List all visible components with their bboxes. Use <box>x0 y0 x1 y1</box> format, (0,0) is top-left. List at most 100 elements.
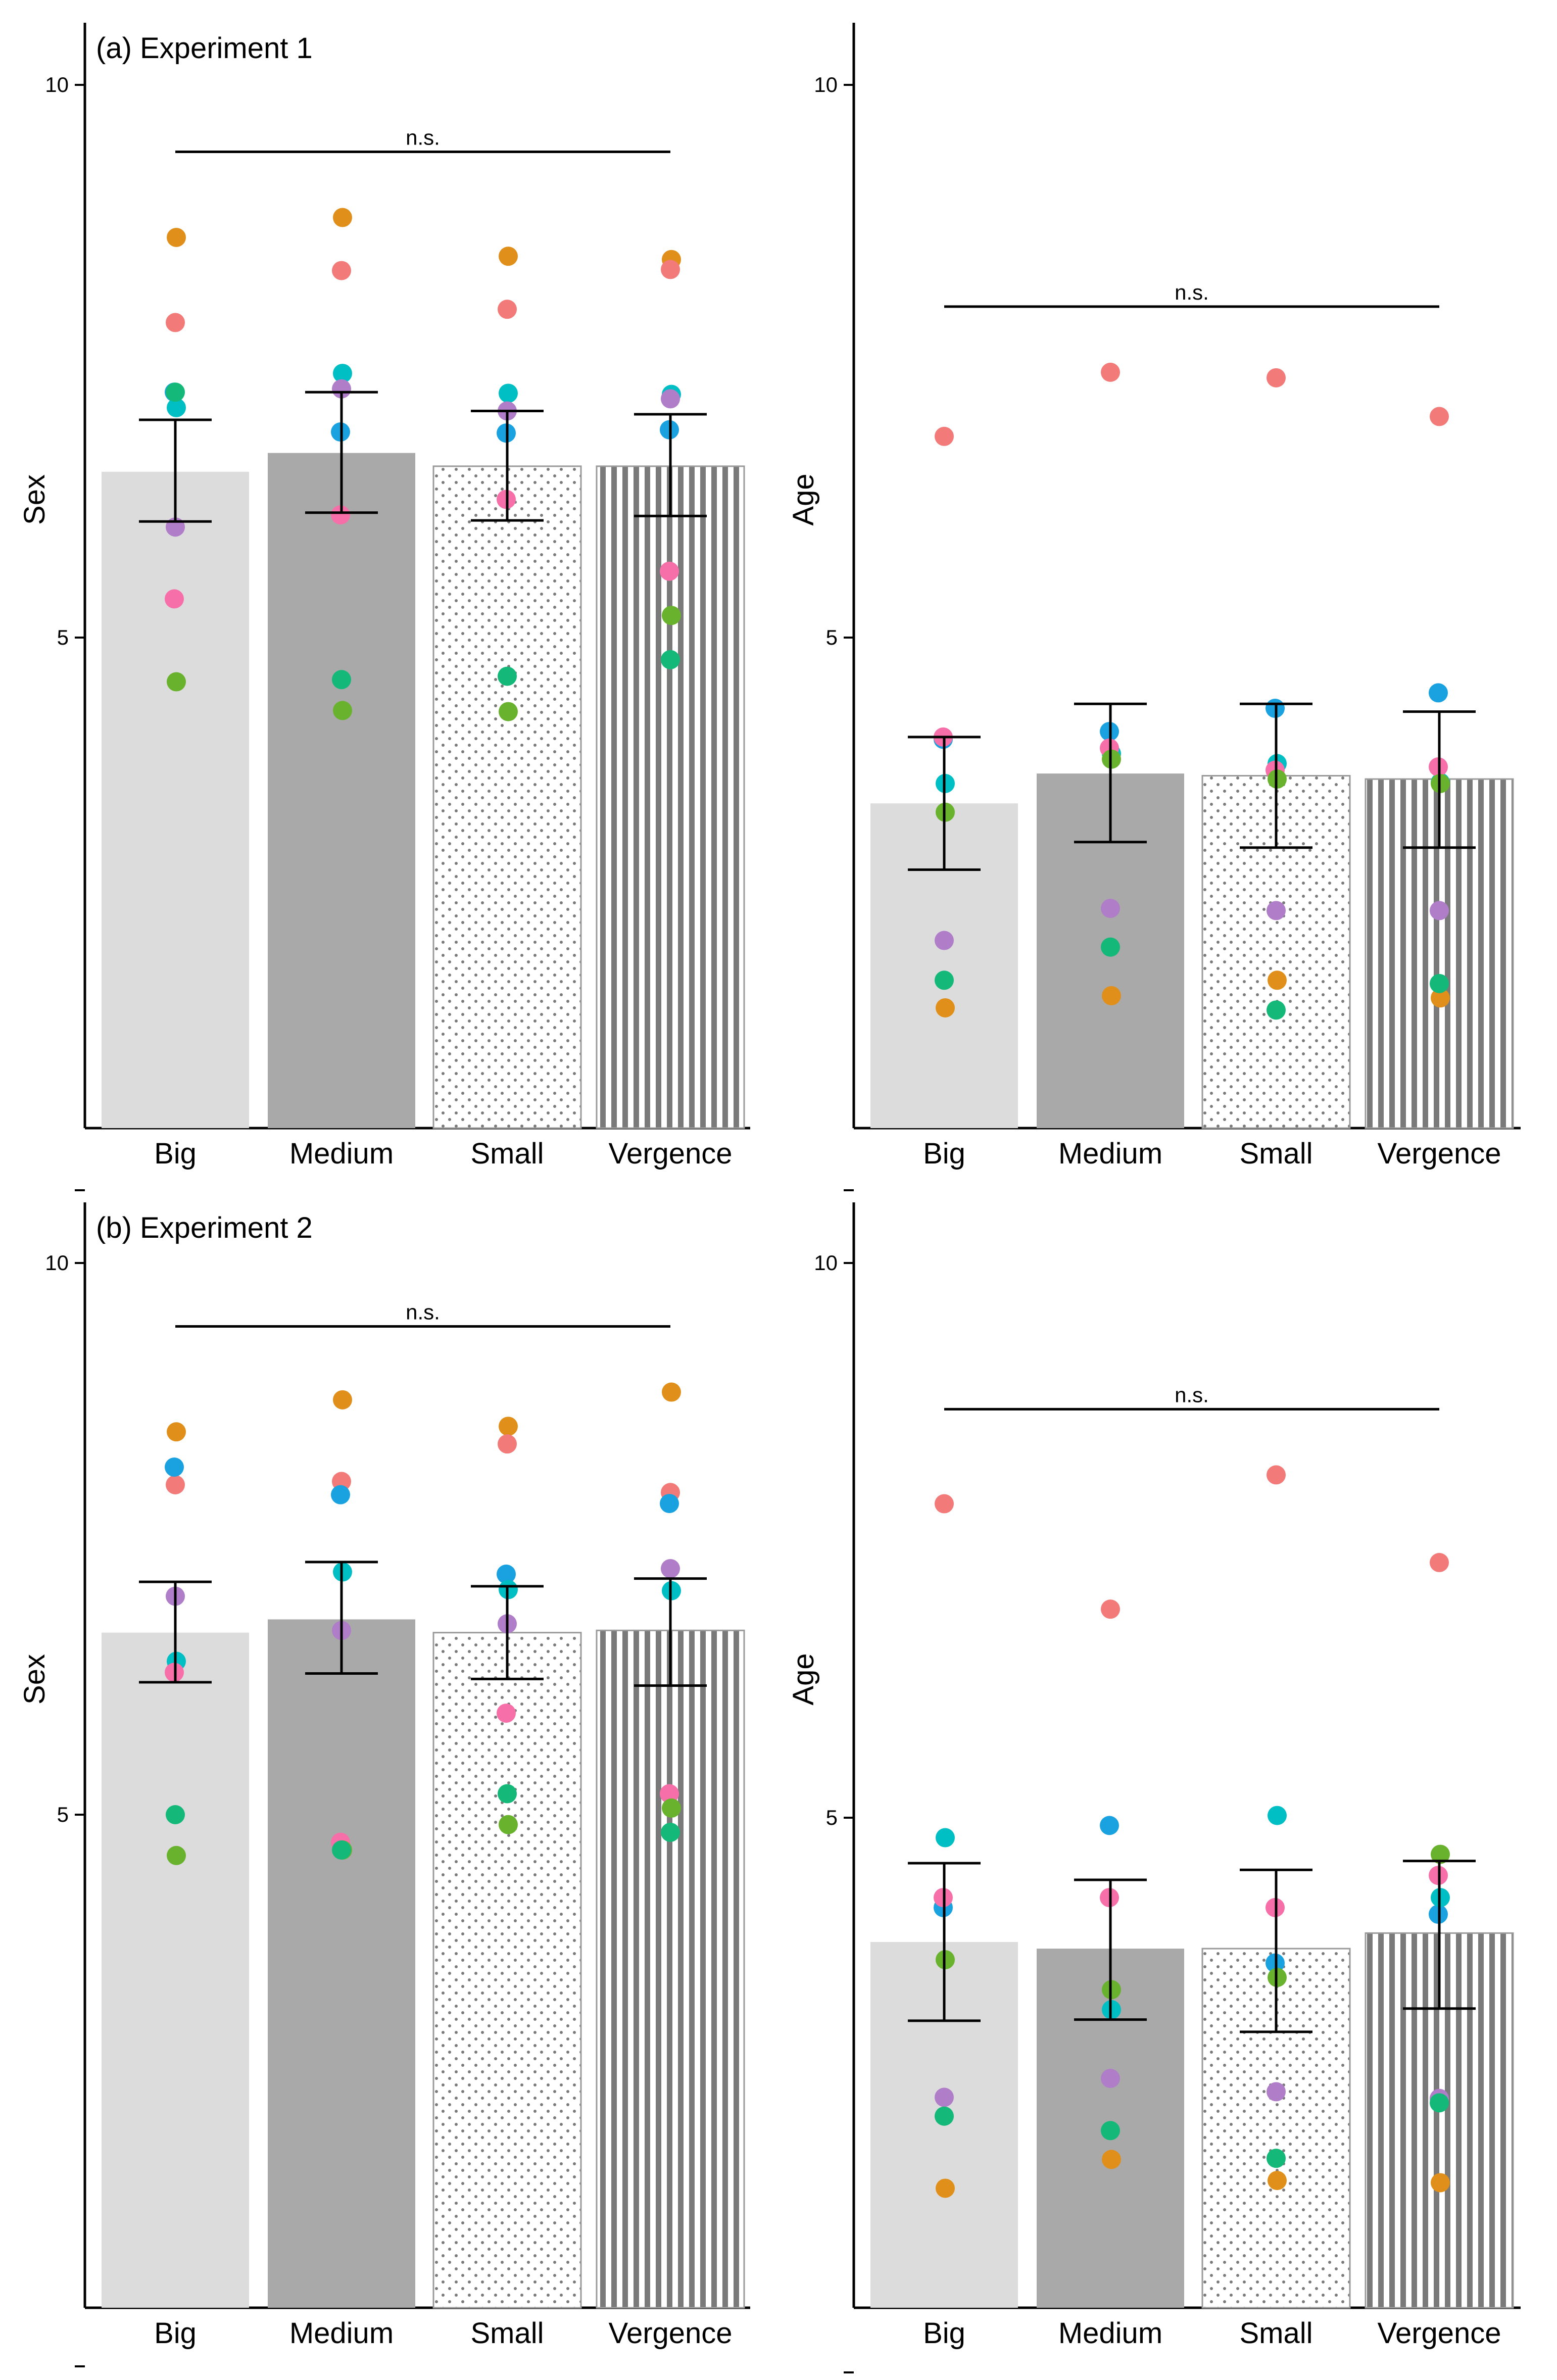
x-tick-label: Medium <box>289 1137 394 1170</box>
data-point <box>1267 1000 1286 1020</box>
x-tick-label: Medium <box>1058 2317 1162 2350</box>
data-point <box>332 1840 351 1860</box>
data-point <box>1101 2121 1120 2141</box>
data-point <box>1430 901 1449 920</box>
data-point <box>498 300 517 319</box>
y-tick-label: 10 <box>45 1251 69 1275</box>
data-point <box>333 701 352 720</box>
data-point <box>661 1822 680 1842</box>
y-axis-label: Sex <box>18 1654 51 1705</box>
x-tick-label: Small <box>1239 2317 1312 2350</box>
data-point <box>936 998 955 1017</box>
bar-vergence <box>596 1629 745 2309</box>
x-tick-label: Medium <box>289 2317 394 2350</box>
y-tick-label: 10 <box>814 1251 838 1275</box>
data-point <box>661 260 680 279</box>
data-point <box>166 382 185 402</box>
x-tick-label: Big <box>923 2317 965 2350</box>
data-point <box>333 208 352 227</box>
data-point <box>935 931 954 950</box>
x-tick-label: Vergence <box>1377 1137 1501 1170</box>
y-tick-label: 5 <box>57 625 69 649</box>
data-point <box>660 1494 679 1514</box>
data-point <box>1102 2150 1121 2169</box>
x-tick-label: Small <box>470 2317 544 2350</box>
data-point <box>498 1784 517 1804</box>
data-point <box>167 1845 186 1865</box>
bar-small <box>432 465 582 1129</box>
data-point <box>1101 937 1120 957</box>
data-point <box>166 313 185 332</box>
data-point <box>1430 974 1449 993</box>
data-point <box>332 261 351 280</box>
bar-small <box>432 1632 582 2309</box>
data-point <box>662 1798 681 1818</box>
data-point <box>1430 2093 1449 2113</box>
data-point <box>1429 683 1448 703</box>
data-point <box>332 379 351 399</box>
data-point <box>1100 1816 1119 1835</box>
data-point <box>331 505 350 525</box>
panel-label: (b) Experiment 2 <box>96 1211 313 1244</box>
data-point <box>1101 899 1120 918</box>
data-point <box>1267 368 1286 387</box>
data-point <box>499 702 518 721</box>
y-tick-label: 5 <box>57 1803 69 1826</box>
data-point <box>1267 2149 1286 2168</box>
data-point <box>1268 970 1287 990</box>
data-point <box>935 426 954 446</box>
data-point <box>661 389 680 409</box>
data-point <box>935 2106 954 2126</box>
panel-b-sex: 10 5 Sex (b) Experiment 2 Big Medium Small Verg… <box>18 1202 750 2367</box>
data-point <box>1102 986 1121 1005</box>
y-tick-label: 10 <box>45 73 69 96</box>
data-point <box>660 1784 679 1804</box>
data-point <box>1268 1806 1287 1825</box>
data-point <box>165 589 184 609</box>
y-axis-label: Sex <box>18 474 51 525</box>
significance-label: n.s. <box>406 126 440 150</box>
data-point <box>331 1485 350 1504</box>
data-point <box>1268 2171 1287 2191</box>
data-point <box>498 1434 517 1454</box>
data-point <box>497 1704 516 1723</box>
panel-b-age: 10 5 Age Big Medium Small Vergence n.s. <box>787 1202 1521 2373</box>
data-point <box>499 1815 518 1834</box>
x-tick-label: Vergence <box>608 1137 732 1170</box>
bar-medium <box>268 453 415 1128</box>
y-tick-label: 10 <box>814 73 838 96</box>
data-point <box>935 970 954 990</box>
data-point <box>1267 901 1286 920</box>
panel-a-age: 10 5 Age Big Medium Small Vergence n.s. <box>787 23 1521 1191</box>
data-point <box>333 364 352 383</box>
data-point <box>661 650 680 669</box>
data-point <box>497 1564 516 1584</box>
data-point <box>165 1458 184 1477</box>
data-point <box>333 1390 352 1410</box>
y-tick-label: 5 <box>826 1806 838 1829</box>
data-point <box>662 606 681 625</box>
data-point <box>167 398 186 417</box>
data-point <box>167 1422 186 1442</box>
data-point <box>935 1494 954 1514</box>
data-point <box>166 1475 185 1494</box>
significance-label: n.s. <box>1175 280 1209 304</box>
data-point <box>1431 1844 1450 1864</box>
y-axis-label: Age <box>787 1653 820 1705</box>
bar-big <box>102 1632 249 2308</box>
data-point <box>499 247 518 266</box>
data-point <box>935 2087 954 2107</box>
data-point <box>1101 2069 1120 2088</box>
data-point <box>166 1805 185 1824</box>
data-point <box>1101 1599 1120 1619</box>
significance-label: n.s. <box>406 1300 440 1324</box>
panel-a-sex: 10 5 Sex (a) Experiment 1 Big Medium Small Verg… <box>18 23 750 1191</box>
y-axis-label: Age <box>787 473 820 525</box>
data-point <box>499 383 518 403</box>
data-point <box>662 1382 681 1402</box>
x-tick-label: Small <box>1239 1137 1312 1170</box>
significance-label: n.s. <box>1175 1383 1209 1406</box>
data-point <box>1267 2082 1286 2102</box>
x-tick-label: Big <box>923 1137 965 1170</box>
data-point <box>936 1828 955 1848</box>
